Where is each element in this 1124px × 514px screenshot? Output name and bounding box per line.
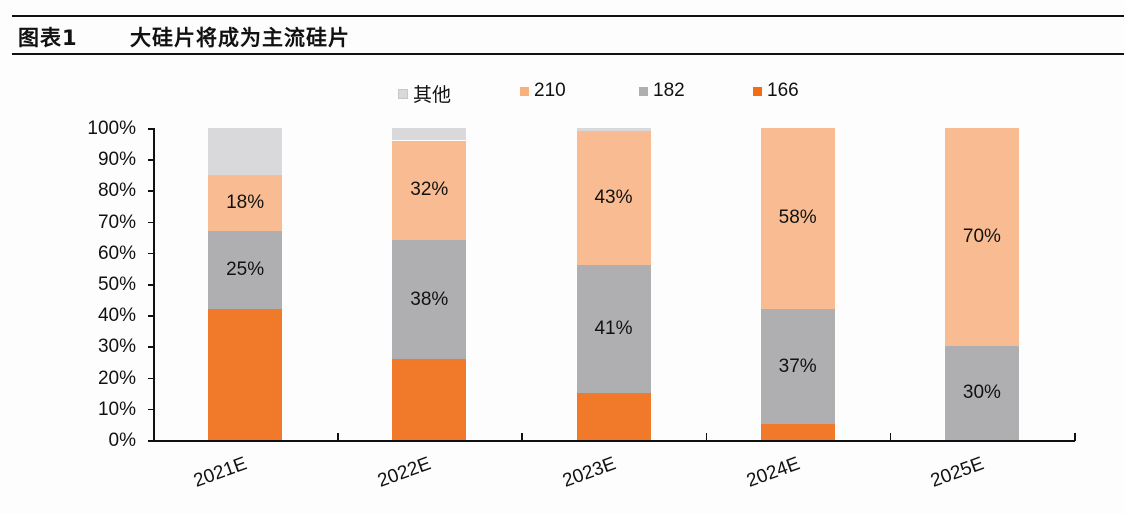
x-tick <box>521 433 523 441</box>
y-tick <box>148 284 154 286</box>
x-tick-label: 2021E <box>190 453 250 492</box>
legend-swatch-182 <box>639 86 648 96</box>
bar-2025E: 30% 70% <box>944 128 1019 440</box>
figure-number: 图表1 <box>18 26 78 50</box>
data-label: 38% <box>410 288 449 310</box>
bar-segment-210 <box>760 128 835 309</box>
y-tick <box>148 377 154 380</box>
x-tick <box>705 433 708 441</box>
y-tick-label: 70% <box>97 211 136 233</box>
legend-item-210: 210 <box>520 80 566 102</box>
bar-segment-182 <box>576 265 651 394</box>
y-tick-label: 0% <box>108 430 136 451</box>
y-axis <box>153 128 155 441</box>
y-tick-label: 80% <box>97 180 136 202</box>
x-tick-label: 2024E <box>743 453 803 492</box>
data-label: 43% <box>594 187 633 209</box>
data-label: 25% <box>226 258 265 280</box>
bar-segment-182 <box>944 346 1019 440</box>
y-tick <box>148 408 154 411</box>
legend-swatch-166 <box>753 86 762 96</box>
legend-swatch-210 <box>520 86 529 96</box>
x-tick <box>1074 433 1076 441</box>
bar-segment-210 <box>392 140 467 241</box>
legend-item-other: 其他 <box>398 80 451 107</box>
data-label: 18% <box>226 191 265 213</box>
bar-segment-210 <box>208 174 283 231</box>
bar-segment-182 <box>760 308 835 425</box>
bar-segment-其他 <box>392 128 467 141</box>
data-label: 37% <box>778 355 817 377</box>
bar-segment-其他 <box>208 128 283 175</box>
x-tick-label: 2023E <box>559 453 619 492</box>
data-label: 41% <box>594 318 633 340</box>
y-tick-label: 50% <box>97 274 136 295</box>
bar-2022E: 38% 32% <box>392 128 467 440</box>
bar-segment-166 <box>208 308 283 440</box>
title-bottom-rule <box>12 53 1124 55</box>
bar-segment-166 <box>392 358 467 440</box>
title-top-rule <box>12 15 1124 17</box>
data-label: 30% <box>962 382 1001 404</box>
y-tick-label: 30% <box>97 336 136 358</box>
legend-label: 182 <box>653 80 685 101</box>
data-label: 70% <box>962 226 1001 248</box>
x-tick-label: 2025E <box>927 453 987 492</box>
bar-segment-210 <box>944 128 1019 347</box>
y-tick <box>148 190 154 192</box>
y-tick <box>148 159 154 161</box>
y-tick-label: 60% <box>97 242 136 264</box>
bar-2021E: 25% 18% <box>208 128 283 440</box>
bar-segment-182 <box>208 230 283 309</box>
y-tick <box>148 315 154 317</box>
y-tick-label: 10% <box>97 398 136 420</box>
bar-segment-166 <box>576 393 651 440</box>
y-tick <box>148 252 154 255</box>
y-tick <box>148 128 154 130</box>
x-axis <box>153 440 1075 442</box>
legend-swatch-other <box>398 88 408 99</box>
bar-2023E: 41% 43% <box>576 128 651 440</box>
y-tick <box>148 221 154 224</box>
y-tick <box>148 440 154 442</box>
bar-segment-210 <box>576 131 651 266</box>
x-tick-label: 2022E <box>375 453 435 492</box>
y-tick-label: 40% <box>97 305 136 327</box>
bar-segment-182 <box>392 240 467 359</box>
data-label: 32% <box>410 179 449 201</box>
figure-title: 大硅片将成为主流硅片 <box>130 26 350 50</box>
legend-label: 其他 <box>413 85 452 106</box>
x-tick <box>337 433 339 441</box>
y-tick <box>148 346 154 348</box>
legend-label: 166 <box>767 80 799 101</box>
y-tick-label: 100% <box>87 118 136 139</box>
bar-segment-其他 <box>576 128 651 132</box>
bar-2024E: 37% 58% <box>760 128 835 440</box>
chart-title: 图表1 大硅片将成为主流硅片 <box>18 22 350 52</box>
x-tick <box>889 433 892 441</box>
bar-segment-166 <box>760 424 835 440</box>
legend-item-166: 166 <box>753 80 799 102</box>
legend-item-182: 182 <box>639 80 685 102</box>
legend-label: 210 <box>534 80 566 101</box>
data-label: 58% <box>778 207 817 229</box>
y-tick-label: 90% <box>97 149 136 171</box>
y-tick-label: 20% <box>97 367 136 389</box>
